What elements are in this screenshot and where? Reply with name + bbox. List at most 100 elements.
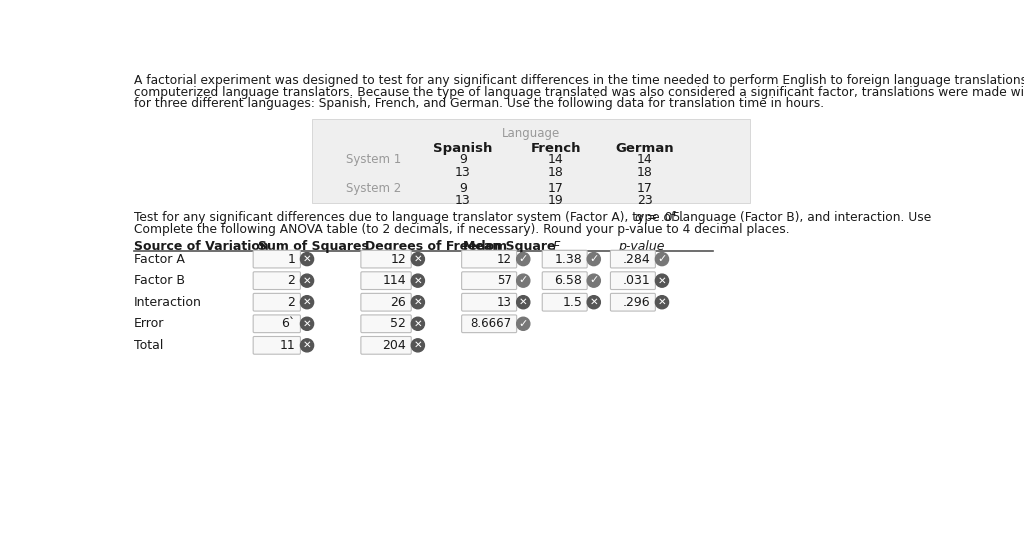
Text: 12: 12 (390, 253, 407, 266)
Text: System 1: System 1 (346, 153, 401, 166)
Text: 13: 13 (455, 194, 471, 207)
Circle shape (300, 274, 313, 287)
Text: 1.5: 1.5 (562, 296, 583, 309)
FancyBboxPatch shape (543, 294, 587, 311)
Text: 6`: 6` (282, 317, 295, 330)
Text: ✕: ✕ (657, 275, 667, 285)
Text: German: German (615, 142, 674, 155)
Circle shape (587, 296, 600, 309)
Text: 8.6667: 8.6667 (470, 317, 512, 330)
Circle shape (655, 274, 669, 287)
Text: Total: Total (134, 339, 164, 352)
Text: ✕: ✕ (414, 254, 422, 264)
Text: 9: 9 (459, 181, 467, 195)
FancyBboxPatch shape (610, 294, 655, 311)
Text: .284: .284 (623, 253, 650, 266)
Text: 17: 17 (548, 181, 564, 195)
Text: 2: 2 (288, 296, 295, 309)
Text: Interaction: Interaction (134, 296, 202, 309)
Text: ✕: ✕ (303, 297, 311, 307)
Circle shape (517, 317, 529, 330)
Text: ✕: ✕ (303, 275, 311, 285)
Circle shape (655, 253, 669, 266)
Text: Spanish: Spanish (433, 142, 493, 155)
Text: 2: 2 (288, 274, 295, 287)
Circle shape (300, 253, 313, 266)
Text: ✕: ✕ (303, 340, 311, 350)
Text: ✕: ✕ (303, 319, 311, 329)
Text: 1: 1 (288, 253, 295, 266)
FancyBboxPatch shape (462, 250, 517, 268)
Text: 14: 14 (548, 153, 563, 166)
Text: 114: 114 (383, 274, 407, 287)
Text: p-value: p-value (617, 240, 665, 253)
Text: Factor B: Factor B (134, 274, 185, 287)
Text: Language: Language (502, 127, 560, 140)
Text: 57: 57 (497, 274, 512, 287)
Circle shape (517, 253, 529, 266)
Text: Factor A: Factor A (134, 253, 185, 266)
Text: ✕: ✕ (303, 254, 311, 264)
Text: F: F (553, 240, 560, 253)
Circle shape (587, 253, 600, 266)
Text: ✕: ✕ (414, 319, 422, 329)
FancyBboxPatch shape (253, 336, 300, 354)
Circle shape (412, 274, 424, 287)
Text: Source of Variation: Source of Variation (134, 240, 269, 253)
Text: ✓: ✓ (518, 254, 528, 264)
Text: 19: 19 (548, 194, 563, 207)
Text: 17: 17 (637, 181, 653, 195)
Text: ✕: ✕ (414, 275, 422, 285)
FancyBboxPatch shape (360, 336, 412, 354)
FancyBboxPatch shape (360, 315, 412, 332)
Text: $\alpha$: $\alpha$ (634, 210, 644, 224)
Text: Mean Square: Mean Square (463, 240, 555, 253)
Text: ✓: ✓ (589, 275, 598, 285)
Text: computerized language translators. Because the type of language translated was a: computerized language translators. Becau… (134, 86, 1024, 99)
Text: ✕: ✕ (414, 297, 422, 307)
Text: 12: 12 (497, 253, 512, 266)
Text: 6.58: 6.58 (554, 274, 583, 287)
Text: 1.38: 1.38 (554, 253, 583, 266)
FancyBboxPatch shape (360, 294, 412, 311)
Circle shape (412, 296, 424, 309)
Text: = .05.: = .05. (643, 210, 684, 224)
Text: ✓: ✓ (589, 254, 598, 264)
Text: 13: 13 (497, 296, 512, 309)
Circle shape (412, 317, 424, 330)
FancyBboxPatch shape (462, 294, 517, 311)
FancyBboxPatch shape (610, 250, 655, 268)
FancyBboxPatch shape (610, 272, 655, 290)
Circle shape (412, 339, 424, 352)
Text: Sum of Squares: Sum of Squares (258, 240, 369, 253)
Text: A factorial experiment was designed to test for any significant differences in t: A factorial experiment was designed to t… (134, 74, 1024, 87)
Circle shape (517, 274, 529, 287)
Text: .031: .031 (623, 274, 650, 287)
FancyBboxPatch shape (253, 294, 300, 311)
Text: Degrees of Freedom: Degrees of Freedom (366, 240, 507, 253)
Text: ✕: ✕ (590, 297, 598, 307)
FancyBboxPatch shape (543, 272, 587, 290)
Text: System 2: System 2 (346, 181, 401, 195)
Text: 13: 13 (455, 165, 471, 179)
Circle shape (587, 274, 600, 287)
Text: ✕: ✕ (519, 297, 527, 307)
Text: 9: 9 (459, 153, 467, 166)
FancyBboxPatch shape (462, 315, 517, 332)
FancyBboxPatch shape (253, 315, 300, 332)
Circle shape (300, 317, 313, 330)
Text: 26: 26 (390, 296, 407, 309)
Text: 11: 11 (280, 339, 295, 352)
Text: ✕: ✕ (414, 340, 422, 350)
Text: for three different languages: Spanish, French, and German. Use the following da: for three different languages: Spanish, … (134, 97, 824, 110)
Text: ✕: ✕ (657, 297, 667, 307)
FancyBboxPatch shape (360, 250, 412, 268)
FancyBboxPatch shape (311, 119, 750, 203)
Circle shape (412, 253, 424, 266)
FancyBboxPatch shape (253, 272, 300, 290)
Circle shape (300, 339, 313, 352)
FancyBboxPatch shape (462, 272, 517, 290)
Text: 14: 14 (637, 153, 653, 166)
Text: 23: 23 (637, 194, 653, 207)
Text: .296: .296 (623, 296, 650, 309)
